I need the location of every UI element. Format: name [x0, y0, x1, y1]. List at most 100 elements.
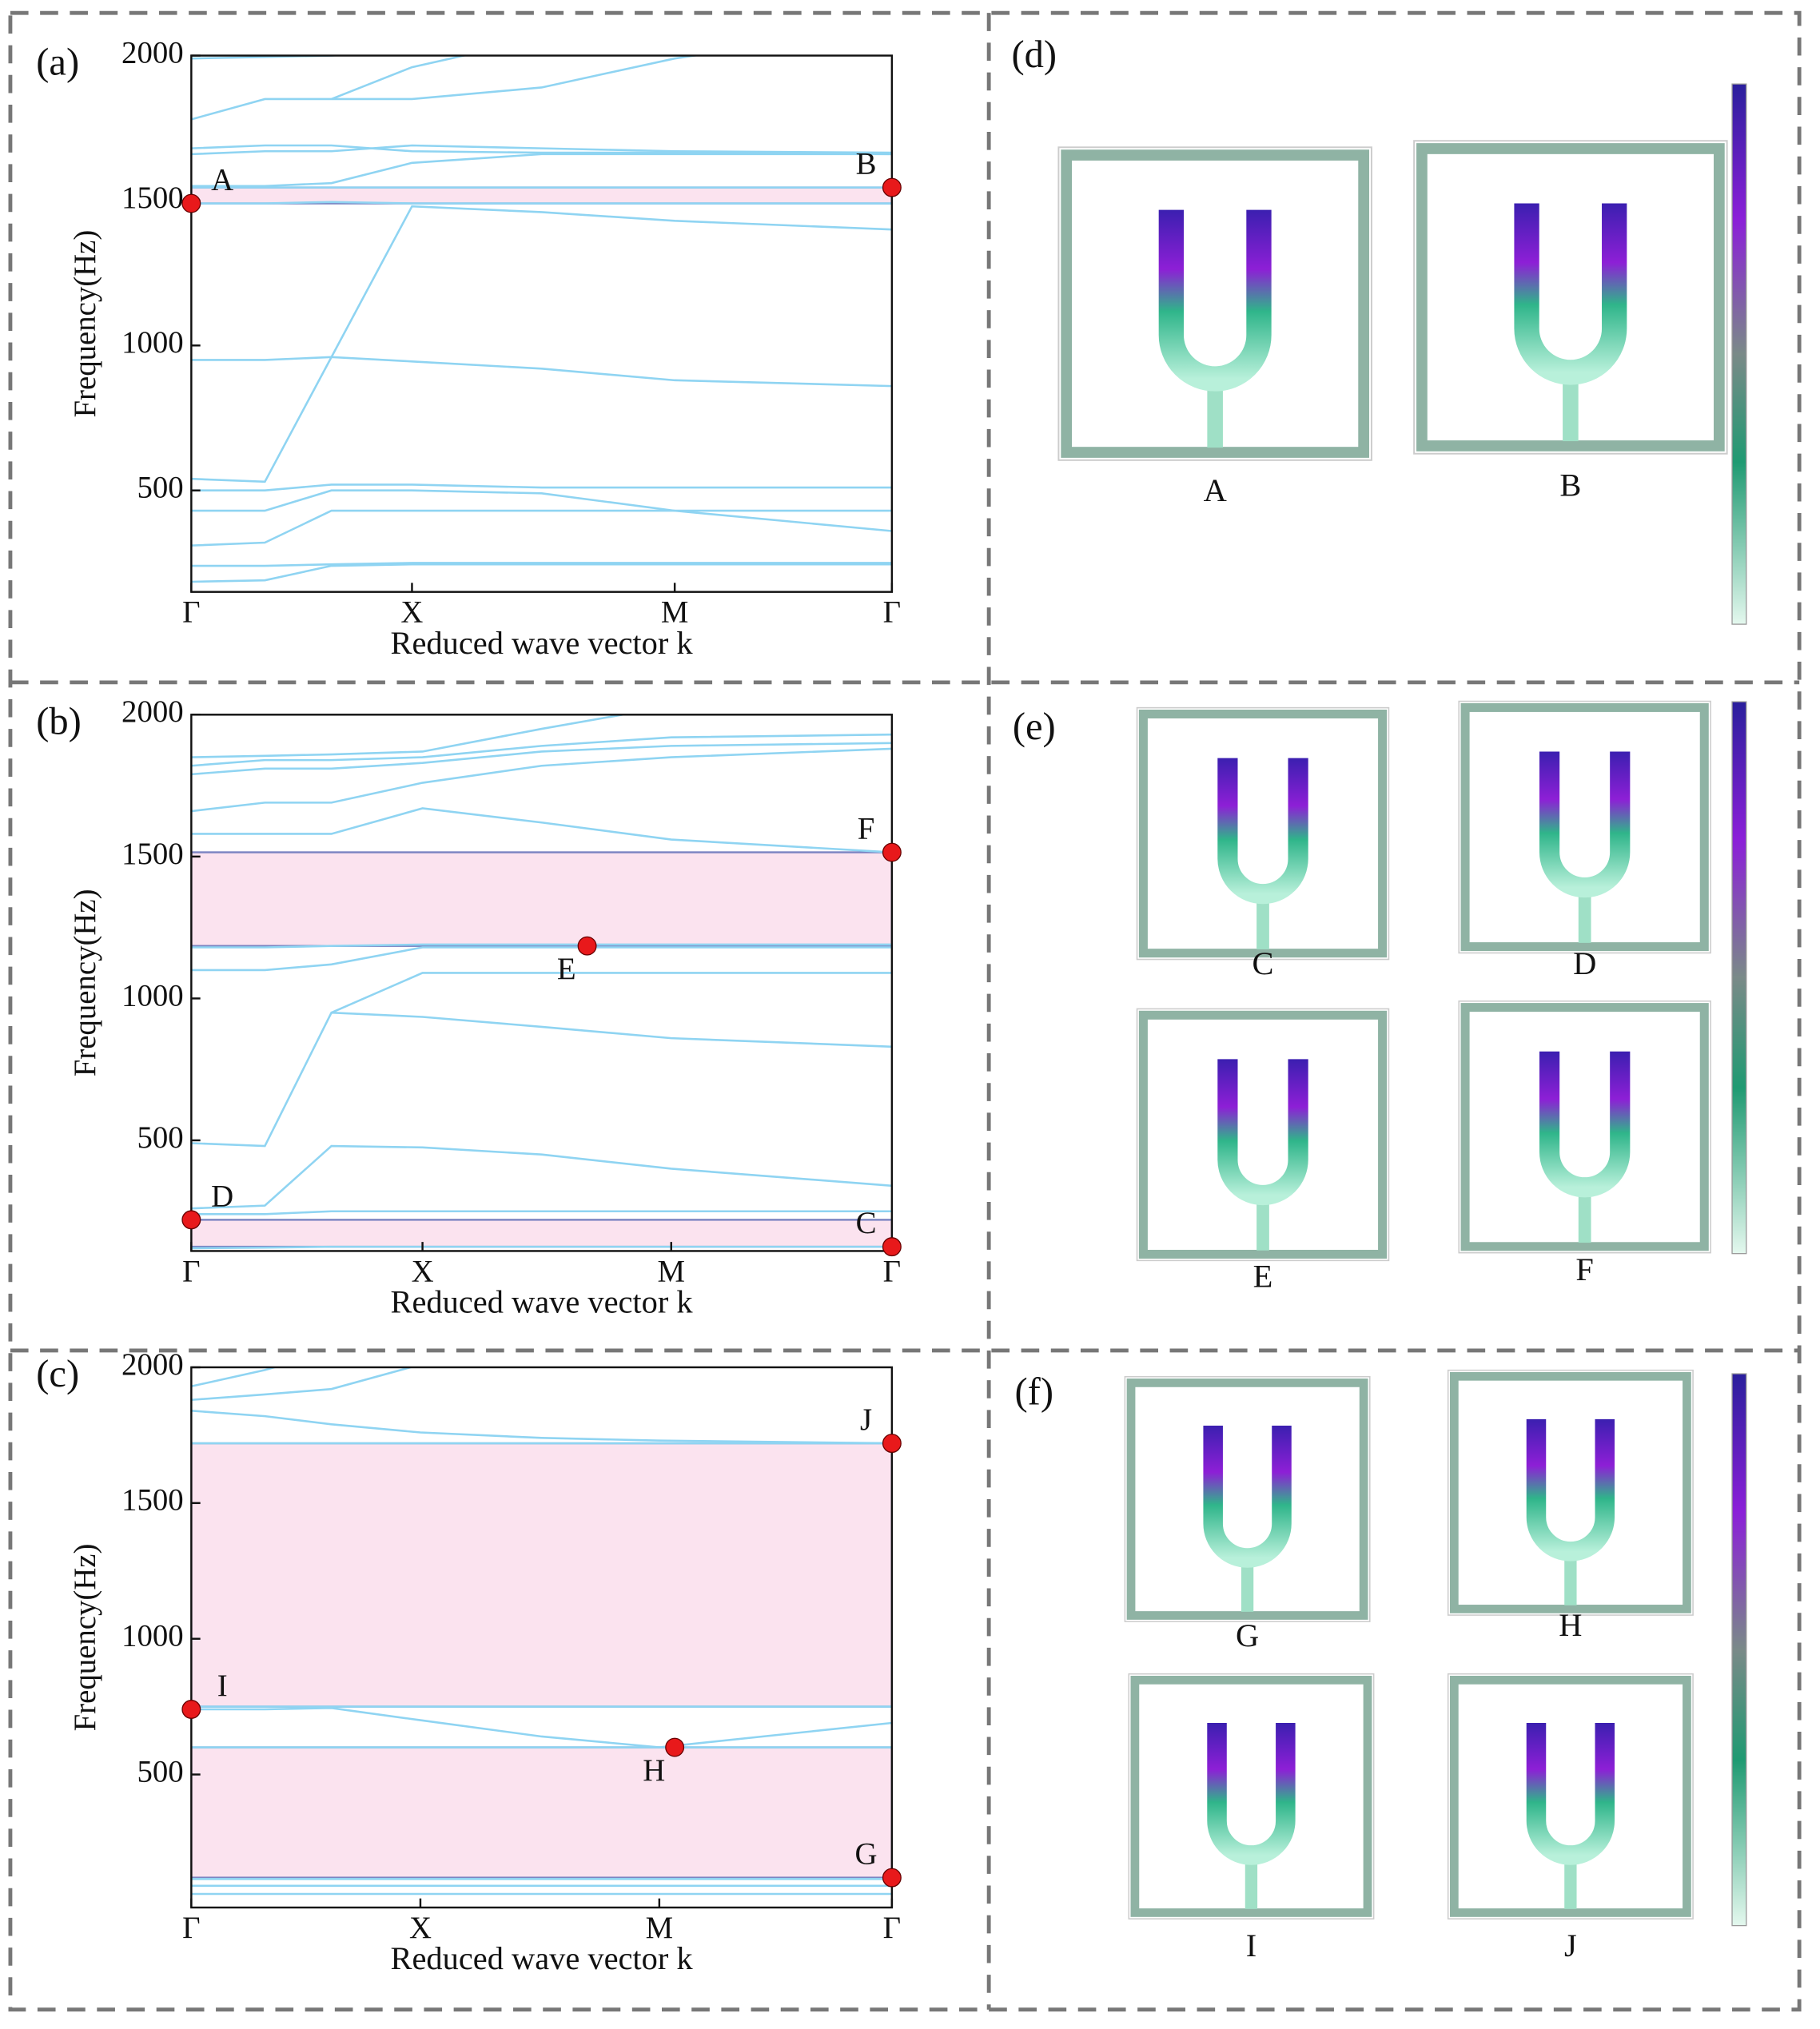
y-tick-label: 1500: [121, 181, 184, 215]
band-line: [191, 1410, 892, 1445]
stem: [1563, 372, 1579, 442]
band-line: [191, 714, 629, 758]
cell-frame: [1061, 149, 1369, 458]
y-tick-label: 1500: [121, 837, 184, 871]
band-line: [191, 747, 892, 813]
mode-shape: [1447, 1369, 1694, 1616]
band-line: [331, 55, 469, 101]
cell-outline: [1057, 146, 1372, 461]
band-line: [331, 972, 892, 1014]
band-line: [191, 563, 892, 583]
resonator: [1526, 1418, 1615, 1562]
mode-label: D: [1573, 945, 1596, 981]
band-line: [191, 1144, 892, 1210]
resonator: [1514, 203, 1627, 385]
band-line: [191, 1210, 892, 1215]
band-line: [191, 483, 892, 492]
band-line: [191, 201, 892, 205]
plot-area: [191, 1367, 892, 1896]
y-tick-label: 500: [137, 471, 183, 505]
band-line: [191, 356, 892, 483]
point-label: F: [858, 812, 875, 846]
panel-label: (f): [1015, 1371, 1053, 1414]
plot-frame: [190, 54, 894, 593]
x-tick-label: M: [658, 1254, 685, 1288]
band-line: [191, 489, 892, 532]
y-axis-label: Frequency(Hz): [68, 230, 102, 418]
cell-outline: [1413, 140, 1728, 455]
colorbar: [1731, 83, 1747, 625]
mode-shape: [1057, 146, 1372, 461]
mode-point: [181, 1210, 201, 1230]
point-label: I: [217, 1669, 228, 1703]
mode-label: F: [1575, 1251, 1593, 1287]
band-line: [191, 144, 892, 156]
mode-label: I: [1246, 1928, 1256, 1963]
mode-point: [882, 177, 902, 197]
cell-frame: [1416, 143, 1725, 452]
band-gap: [191, 1746, 892, 1879]
panel-label: (e): [1013, 706, 1056, 748]
mode-point: [577, 936, 597, 956]
cell-frame: [1449, 1675, 1691, 1917]
resonator: [1217, 758, 1308, 905]
cell-outline: [1124, 1375, 1371, 1622]
mode-label: E: [1253, 1258, 1273, 1294]
point-label: B: [856, 147, 877, 181]
band-line: [191, 1367, 278, 1388]
y-axis-label: Frequency(Hz): [68, 1544, 102, 1732]
stem: [1241, 1558, 1254, 1612]
point-label: A: [211, 163, 233, 197]
stem: [1564, 1855, 1577, 1909]
y-tick-label: 2000: [121, 694, 184, 729]
band-line: [191, 144, 892, 156]
band-line: [191, 55, 702, 121]
cell-outline: [1136, 1008, 1390, 1262]
band-line: [191, 807, 892, 853]
x-tick-label: Γ: [182, 1911, 200, 1945]
panel-label: (c): [36, 1353, 79, 1395]
cell-outline: [1128, 1673, 1375, 1920]
mode-shape: [1136, 1008, 1390, 1262]
cell-frame: [1449, 1371, 1691, 1613]
mode-point: [181, 193, 201, 213]
point-label: H: [643, 1753, 665, 1788]
mode-shape: [1124, 1375, 1371, 1622]
mode-label: B: [1559, 467, 1581, 503]
mode-shape: [1458, 1000, 1711, 1254]
mode-shape: [1128, 1673, 1375, 1920]
band-line: [191, 1707, 892, 1749]
mode-label: H: [1559, 1607, 1582, 1643]
cell-frame: [1460, 1003, 1709, 1251]
x-axis-label: Reduced wave vector k: [391, 1940, 694, 1976]
band-line: [191, 943, 892, 949]
stem: [1564, 1551, 1577, 1605]
plot-area: [191, 714, 892, 1250]
y-axis-label: Frequency(Hz): [68, 889, 102, 1076]
band-line: [191, 562, 892, 567]
cell-outline: [1458, 1000, 1711, 1254]
x-tick-label: Γ: [182, 1254, 200, 1288]
y-tick-label: 500: [137, 1120, 183, 1155]
mode-point: [882, 1434, 902, 1454]
cell-outline: [1136, 706, 1390, 961]
x-tick-label: X: [409, 1911, 432, 1945]
point-label: J: [860, 1402, 872, 1437]
plot-frame: [190, 1366, 894, 1909]
cell-outline: [1458, 700, 1711, 954]
resonator: [1217, 1059, 1308, 1206]
mode-shape: [1413, 140, 1728, 455]
x-tick-label: Γ: [883, 1911, 901, 1945]
y-tick-label: 2000: [121, 35, 184, 70]
band-line: [191, 742, 892, 776]
x-tick-label: Γ: [182, 595, 200, 630]
stem: [1245, 1855, 1258, 1909]
x-axis-label: Reduced wave vector k: [391, 1284, 694, 1320]
band-line: [191, 1011, 892, 1148]
stem: [1207, 379, 1223, 448]
mode-point: [882, 1237, 902, 1257]
mode-shape: [1458, 700, 1711, 954]
resonator: [1158, 209, 1272, 392]
plot-frame: [190, 714, 894, 1252]
